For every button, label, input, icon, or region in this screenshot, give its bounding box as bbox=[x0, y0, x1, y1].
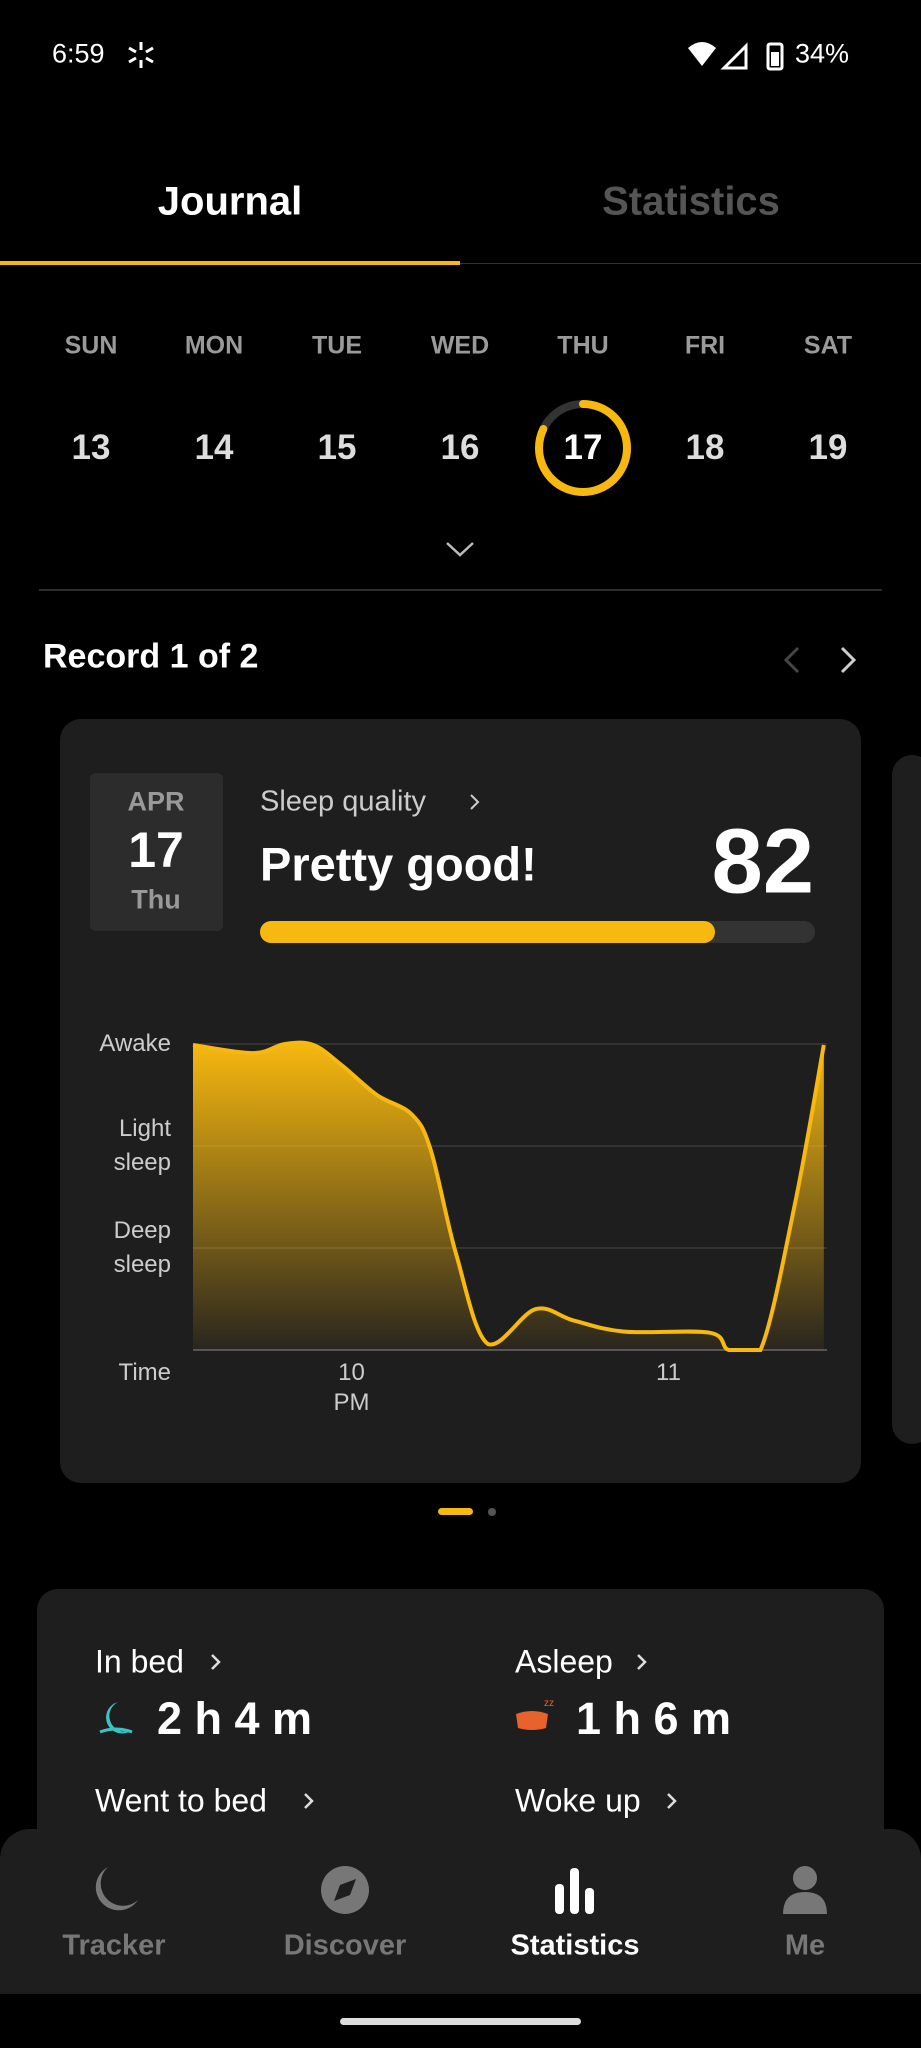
x-tick-label: 11 bbox=[656, 1359, 681, 1386]
y-tick-label: Awake bbox=[99, 1030, 171, 1057]
page-dot[interactable] bbox=[488, 1508, 496, 1516]
day-label: MON bbox=[184, 331, 244, 360]
status-time: 6:59 bbox=[52, 38, 105, 69]
quality-label[interactable]: Sleep quality bbox=[260, 785, 427, 818]
divider bbox=[39, 589, 882, 591]
status-icons bbox=[128, 42, 154, 68]
score-ring bbox=[535, 400, 631, 496]
day-date[interactable]: 14 bbox=[194, 428, 234, 467]
chevron bbox=[470, 794, 480, 810]
nav-item[interactable]: Discover bbox=[283, 1929, 407, 1962]
score-track bbox=[260, 921, 815, 943]
day-label: FRI bbox=[684, 331, 726, 360]
record-nav[interactable] bbox=[780, 645, 860, 675]
svg-text:zz: zz bbox=[544, 1698, 554, 1709]
tab[interactable]: Journal bbox=[157, 179, 303, 224]
day-label: WED bbox=[430, 331, 490, 360]
day-date[interactable]: 16 bbox=[440, 428, 480, 467]
stat-icons: zz bbox=[99, 1654, 677, 1809]
score: 82 bbox=[711, 810, 814, 913]
tab-indicator bbox=[0, 261, 460, 265]
stat-label[interactable]: In bed bbox=[95, 1643, 184, 1680]
day-label: SUN bbox=[64, 331, 118, 360]
page-dot-active[interactable] bbox=[438, 1508, 473, 1515]
status-battery: 34% bbox=[795, 38, 850, 69]
record-title: Record 1 of 2 bbox=[43, 637, 259, 676]
day-date[interactable]: 17 bbox=[563, 428, 603, 467]
y-tick-label: Deep sleep bbox=[113, 1217, 171, 1278]
date-day: 17 bbox=[128, 822, 184, 878]
day-date[interactable]: 18 bbox=[685, 428, 725, 467]
next-card[interactable] bbox=[892, 755, 921, 1444]
nav-item[interactable]: Me bbox=[784, 1929, 826, 1962]
quality-text: Pretty good! bbox=[260, 837, 537, 891]
sleep-line bbox=[192, 1040, 826, 1352]
nav-item[interactable]: Statistics bbox=[510, 1929, 640, 1962]
home-indicator[interactable] bbox=[340, 2018, 581, 2025]
nav-icons bbox=[95, 1866, 827, 1914]
stat-value: 1 h 6 m bbox=[576, 1693, 732, 1744]
x-axis-label: Time bbox=[118, 1359, 171, 1386]
y-tick-label: Light sleep bbox=[113, 1115, 171, 1176]
stat-label[interactable]: Asleep bbox=[515, 1643, 613, 1680]
day-date[interactable]: 15 bbox=[317, 428, 357, 467]
stat-label[interactable]: Went to bed bbox=[95, 1782, 267, 1819]
x-tick-label: 10 PM bbox=[333, 1359, 370, 1416]
day-date[interactable]: 13 bbox=[71, 428, 111, 467]
date-weekday: Thu bbox=[131, 884, 181, 915]
status-icons bbox=[688, 42, 784, 71]
date-box bbox=[90, 773, 223, 931]
stat-value: 2 h 4 m bbox=[157, 1693, 313, 1744]
day-label: TUE bbox=[312, 331, 362, 360]
day-label: THU bbox=[557, 331, 609, 360]
sleep-chart bbox=[192, 1040, 827, 1352]
stat-label[interactable]: Woke up bbox=[515, 1782, 641, 1819]
ring-progress bbox=[535, 400, 631, 496]
divider bbox=[460, 263, 921, 264]
day-label: SAT bbox=[803, 331, 853, 360]
score-bar bbox=[260, 921, 716, 943]
date-month: APR bbox=[127, 786, 185, 817]
expand-chevron[interactable] bbox=[445, 540, 475, 558]
tab[interactable]: Statistics bbox=[602, 179, 780, 224]
sleep-area bbox=[193, 1042, 824, 1350]
nav-item[interactable]: Tracker bbox=[62, 1929, 166, 1962]
day-date[interactable]: 19 bbox=[808, 428, 848, 467]
